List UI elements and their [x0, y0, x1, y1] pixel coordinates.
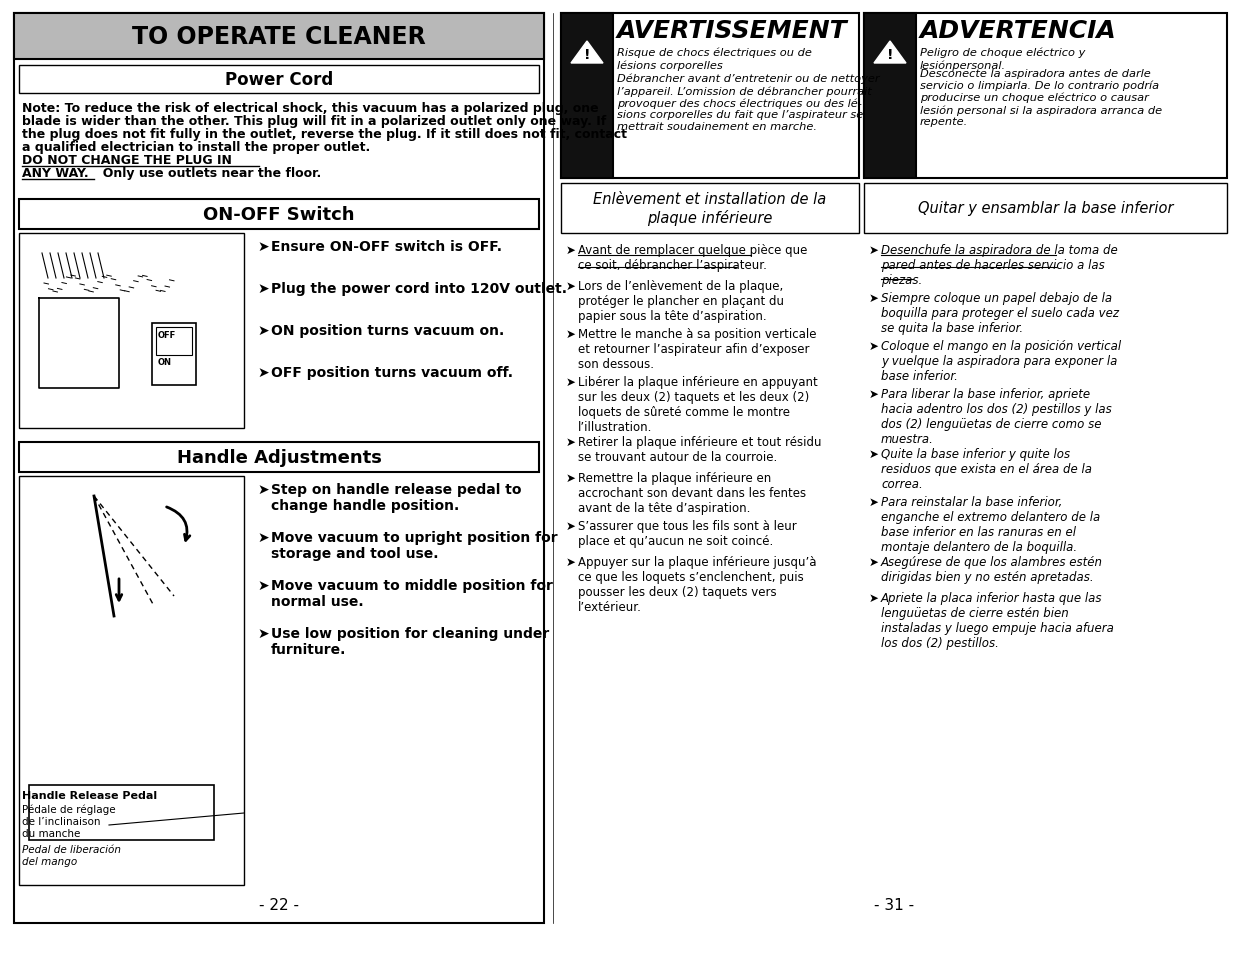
Text: Para reinstalar la base inferior,
enganche el extremo delantero de la
base infer: Para reinstalar la base inferior, enganc… [881, 496, 1100, 554]
Bar [864, 14, 916, 179]
Text: ➤: ➤ [566, 472, 576, 484]
Text: ➤: ➤ [869, 496, 879, 509]
Text: Libérer la plaque inférieure en appuyant
sur les deux (2) taquets et les deux (2: Libérer la plaque inférieure en appuyant… [578, 375, 818, 434]
Text: Para liberar la base inferior, apriete
hacia adentro los dos (2) pestillos y las: Para liberar la base inferior, apriete h… [881, 388, 1112, 446]
Text: Débrancher avant d’entretenir ou de nettoyer
l’appareil. L’omission de débranche: Débrancher avant d’entretenir ou de nett… [618, 74, 879, 132]
Text: ADVERTENCIA: ADVERTENCIA [920, 19, 1116, 43]
Text: ➤: ➤ [869, 592, 879, 604]
Text: ➤: ➤ [257, 282, 269, 295]
Text: ➤: ➤ [869, 388, 879, 400]
Text: Pedal de liberación
del mango: Pedal de liberación del mango [22, 844, 121, 865]
Text: ➤: ➤ [869, 244, 879, 256]
Text: Remettre la plaque inférieure en
accrochant son devant dans les fentes
avant de : Remettre la plaque inférieure en accroch… [578, 472, 806, 515]
Text: ON position turns vacuum on.: ON position turns vacuum on. [270, 324, 504, 337]
Text: ON-OFF Switch: ON-OFF Switch [204, 206, 354, 224]
Text: Step on handle release pedal to
change handle position.: Step on handle release pedal to change h… [270, 482, 521, 513]
Bar [156, 328, 191, 355]
Bar [864, 184, 1228, 233]
Text: Ensure ON-OFF switch is OFF.: Ensure ON-OFF switch is OFF. [270, 240, 501, 253]
Text: ➤: ➤ [869, 556, 879, 568]
Bar [19, 476, 245, 885]
Text: ➤: ➤ [566, 519, 576, 533]
Text: Appuyer sur la plaque inférieure jusqu’à
ce que les loquets s’enclenchent, puis
: Appuyer sur la plaque inférieure jusqu’à… [578, 556, 816, 614]
Text: the plug does not fit fully in the outlet, reverse the plug. If it still does no: the plug does not fit fully in the outle… [22, 128, 627, 141]
Text: TO OPERATE CLEANER: TO OPERATE CLEANER [132, 25, 426, 49]
Bar [864, 14, 1228, 179]
Text: blade is wider than the other. This plug will fit in a polarized outlet only one: blade is wider than the other. This plug… [22, 115, 606, 128]
Bar [14, 14, 543, 923]
Bar [19, 200, 538, 230]
Text: ➤: ➤ [257, 578, 269, 593]
Text: ➤: ➤ [566, 280, 576, 293]
Text: !: ! [887, 48, 893, 62]
Text: Only use outlets near the floor.: Only use outlets near the floor. [94, 167, 321, 180]
Text: Mettre le manche à sa position verticale
et retourner l’aspirateur afin d’expose: Mettre le manche à sa position verticale… [578, 328, 816, 371]
Text: Asegúrese de que los alambres estén
dirigidas bien y no estén apretadas.: Asegúrese de que los alambres estén diri… [881, 556, 1103, 583]
Text: - 22 -: - 22 - [259, 898, 299, 913]
Text: ➤: ➤ [257, 240, 269, 253]
Text: ➤: ➤ [869, 292, 879, 305]
Text: ➤: ➤ [869, 339, 879, 353]
Text: ➤: ➤ [566, 556, 576, 568]
Bar [152, 324, 196, 386]
Text: Use low position for cleaning under
furniture.: Use low position for cleaning under furn… [270, 626, 550, 657]
Text: - 31 -: - 31 - [874, 898, 914, 913]
Text: Note: To reduce the risk of electrical shock, this vacuum has a polarized plug, : Note: To reduce the risk of electrical s… [22, 102, 599, 115]
Bar [28, 785, 214, 841]
Text: ➤: ➤ [566, 375, 576, 389]
Text: Coloque el mango en la posición vertical
y vuelque la aspiradora para exponer la: Coloque el mango en la posición vertical… [881, 339, 1121, 382]
Bar [19, 442, 538, 473]
Bar [19, 66, 538, 94]
Text: ➤: ➤ [566, 328, 576, 340]
Text: ANY WAY.: ANY WAY. [22, 167, 89, 180]
Text: ➤: ➤ [869, 448, 879, 460]
Text: ➤: ➤ [257, 366, 269, 379]
Text: Quitar y ensamblar la base inferior: Quitar y ensamblar la base inferior [918, 201, 1173, 216]
Text: Handle Adjustments: Handle Adjustments [177, 449, 382, 467]
Text: !: ! [584, 48, 590, 62]
Text: Siempre coloque un papel debajo de la
boquilla para proteger el suelo cada vez
s: Siempre coloque un papel debajo de la bo… [881, 292, 1119, 335]
Text: OFF: OFF [158, 331, 177, 339]
Text: Power Cord: Power Cord [225, 71, 333, 89]
Bar [14, 14, 543, 60]
Text: ➤: ➤ [566, 244, 576, 256]
Text: Plug the power cord into 120V outlet.: Plug the power cord into 120V outlet. [270, 282, 567, 295]
Text: Enlèvement et installation de la
plaque inférieure: Enlèvement et installation de la plaque … [593, 192, 826, 226]
Text: Move vacuum to middle position for
normal use.: Move vacuum to middle position for norma… [270, 578, 553, 609]
Text: Risque de chocs électriques ou de
lésions corporelles: Risque de chocs électriques ou de lésion… [618, 48, 811, 71]
Text: Avant de remplacer quelque pièce que
ce soit, débrancher l’aspirateur.: Avant de remplacer quelque pièce que ce … [578, 244, 808, 272]
Bar [19, 233, 245, 429]
Bar [561, 184, 860, 233]
Polygon shape [571, 42, 603, 64]
Text: ➤: ➤ [257, 324, 269, 337]
Text: Lors de l’enlèvement de la plaque,
protéger le plancher en plaçant du
papier sou: Lors de l’enlèvement de la plaque, proté… [578, 280, 784, 323]
Bar [561, 14, 860, 179]
Text: ➤: ➤ [257, 531, 269, 544]
Text: OFF position turns vacuum off.: OFF position turns vacuum off. [270, 366, 513, 379]
Text: Pédale de réglage
de l’inclinaison
du manche: Pédale de réglage de l’inclinaison du ma… [22, 804, 116, 838]
Bar [561, 14, 613, 179]
Text: Handle Release Pedal: Handle Release Pedal [22, 790, 157, 801]
Text: a qualified electrician to install the proper outlet.: a qualified electrician to install the p… [22, 141, 374, 153]
Text: ➤: ➤ [257, 626, 269, 640]
Text: ➤: ➤ [566, 436, 576, 449]
Text: ➤: ➤ [257, 482, 269, 497]
Text: Desconecte la aspiradora antes de darle
servicio o limpiarla. De lo contrario po: Desconecte la aspiradora antes de darle … [920, 69, 1162, 127]
Text: S’assurer que tous les fils sont à leur
place et qu’aucun ne soit coincé.: S’assurer que tous les fils sont à leur … [578, 519, 797, 547]
Text: Quite la base inferior y quite los
residuos que exista en el área de la
correa.: Quite la base inferior y quite los resid… [881, 448, 1092, 491]
Text: ON: ON [158, 357, 172, 367]
Text: DO NOT CHANGE THE PLUG IN: DO NOT CHANGE THE PLUG IN [22, 153, 232, 167]
Polygon shape [874, 42, 906, 64]
Text: Move vacuum to upright position for
storage and tool use.: Move vacuum to upright position for stor… [270, 531, 558, 560]
Text: Apriete la placa inferior hasta que las
lenguüetas de cierre estén bien
instalad: Apriete la placa inferior hasta que las … [881, 592, 1114, 649]
Text: Desenchufe la aspiradora de la toma de
pared antes de hacerles servicio a las
pi: Desenchufe la aspiradora de la toma de p… [881, 244, 1118, 287]
Text: Peligro de choque eléctrico y
lesiónpersonal.: Peligro de choque eléctrico y lesiónpers… [920, 48, 1086, 71]
Text: Retirer la plaque inférieure et tout résidu
se trouvant autour de la courroie.: Retirer la plaque inférieure et tout rés… [578, 436, 821, 463]
Text: AVERTISSEMENT: AVERTISSEMENT [618, 19, 847, 43]
